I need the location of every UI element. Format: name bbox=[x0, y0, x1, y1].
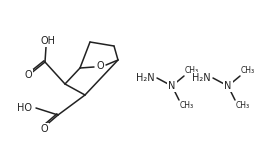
Text: CH₃: CH₃ bbox=[236, 101, 250, 110]
Text: N: N bbox=[224, 81, 232, 91]
Text: CH₃: CH₃ bbox=[180, 101, 194, 110]
Text: CH₃: CH₃ bbox=[241, 66, 255, 75]
Text: H₂N: H₂N bbox=[136, 73, 155, 83]
Text: HO: HO bbox=[17, 103, 32, 113]
Text: CH₃: CH₃ bbox=[185, 66, 199, 75]
Text: N: N bbox=[168, 81, 176, 91]
Text: O: O bbox=[24, 70, 32, 80]
Text: H₂N: H₂N bbox=[192, 73, 211, 83]
Text: O: O bbox=[96, 61, 104, 71]
Text: O: O bbox=[40, 124, 48, 134]
Text: OH: OH bbox=[41, 36, 55, 46]
